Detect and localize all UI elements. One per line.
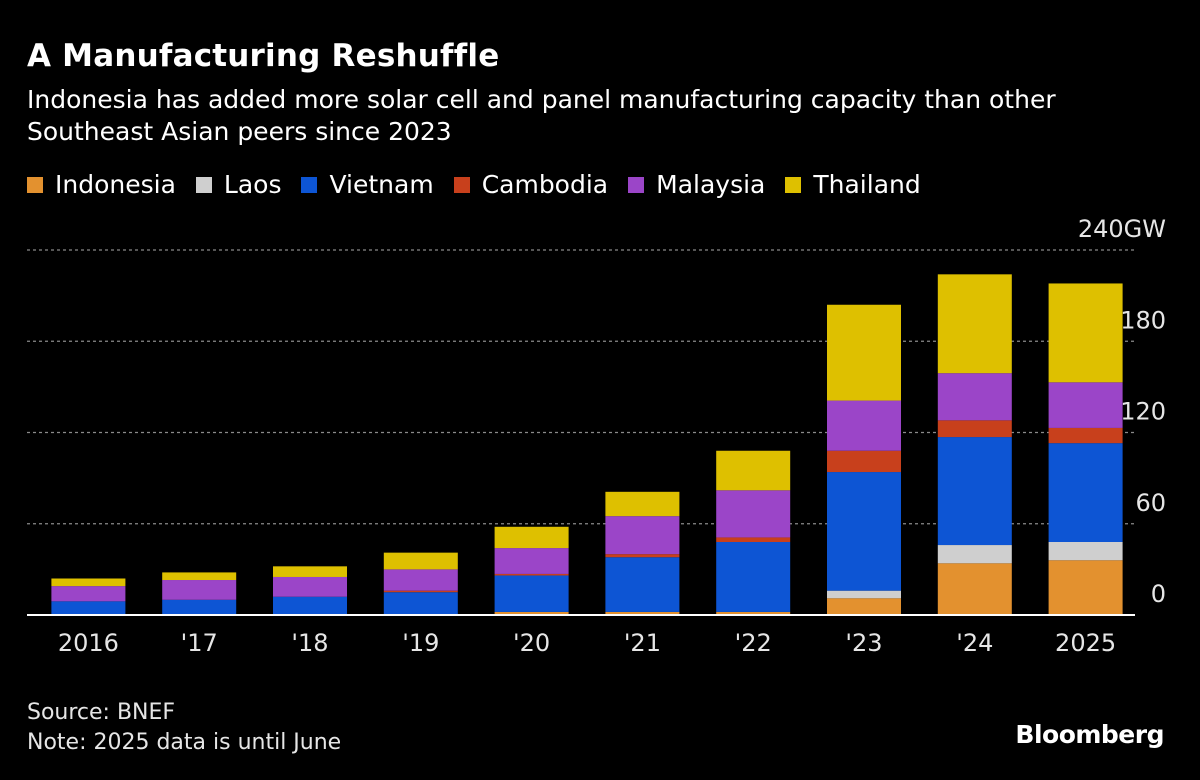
legend-label: Indonesia [55, 170, 176, 199]
legend-item-cambodia: Cambodia [453, 170, 609, 199]
y-tick-label: 180 [1120, 306, 1166, 334]
legend-item-indonesia: Indonesia [27, 170, 176, 199]
legend-item-vietnam: Vietnam [301, 170, 434, 199]
bar-segment-cambodia-9 [1048, 427, 1123, 444]
source-note: Source: BNEF [27, 700, 176, 725]
bar-segment-thailand-0 [51, 578, 126, 587]
x-tick-label: 2025 [1055, 629, 1116, 657]
bar-segment-thailand-4 [494, 526, 569, 549]
bar-segment-malaysia-1 [162, 580, 237, 600]
bar-segment-malaysia-7 [827, 400, 901, 451]
bar-segment-thailand-1 [162, 572, 237, 581]
legend-swatch [27, 176, 43, 193]
y-tick-label: 240GW [1078, 215, 1166, 243]
bar-segment-malaysia-9 [1048, 382, 1123, 428]
bar-segment-vietnam-2 [273, 596, 347, 615]
bar-segment-vietnam-1 [162, 599, 237, 615]
bar-segment-cambodia-8 [937, 420, 1012, 438]
legend-swatch [453, 176, 470, 193]
x-tick-label: '17 [181, 629, 218, 657]
bar-segment-vietnam-3 [383, 592, 458, 615]
bar-segment-cambodia-4 [494, 573, 569, 576]
legend-swatch [785, 176, 802, 193]
bar-segment-malaysia-8 [937, 373, 1012, 421]
x-tick-label: '23 [845, 629, 882, 657]
bar-segment-thailand-3 [383, 552, 458, 570]
bar-segment-indonesia-5 [605, 611, 680, 615]
bar-segment-thailand-8 [937, 274, 1012, 374]
bar-segment-vietnam-9 [1048, 443, 1123, 542]
bar-segment-laos-9 [1048, 542, 1123, 561]
legend-label: Thailand [813, 170, 921, 199]
legend-swatch [628, 176, 645, 193]
bar-segment-malaysia-4 [494, 548, 569, 574]
stacked-bar-chart: 0 60 120 180 240GW 2016 '17 '18 '19 '20 '21 '22 '23 '… [27, 215, 1166, 657]
chart-subtitle: Indonesia has added more solar cell and … [27, 85, 1056, 146]
x-tick-label: '20 [513, 629, 550, 657]
bar-segment-vietnam-0 [51, 601, 126, 615]
bar-segment-thailand-9 [1048, 283, 1123, 383]
bar-segment-laos-8 [937, 545, 1012, 564]
bar-segment-thailand-5 [605, 491, 680, 517]
bar-segment-thailand-6 [716, 450, 791, 491]
bar-segment-malaysia-3 [383, 569, 458, 591]
bar-segment-indonesia-8 [937, 563, 1012, 615]
bar-segment-vietnam-8 [937, 437, 1012, 546]
bar-segment-indonesia-7 [827, 598, 901, 615]
legend-label: Cambodia [481, 170, 609, 199]
legend-item-thailand: Thailand [785, 170, 921, 199]
bar-segment-cambodia-7 [827, 450, 901, 473]
bloomberg-logo: Bloomberg [1015, 720, 1164, 749]
bar-segment-vietnam-7 [827, 472, 901, 591]
legend-item-laos: Laos [195, 170, 282, 199]
legend-label: Vietnam [329, 170, 434, 199]
bar-segment-malaysia-6 [716, 490, 791, 538]
bar-segment-cambodia-5 [605, 554, 680, 558]
legend: Indonesia Laos Vietnam Cambodia Malaysia Thai… [27, 170, 941, 199]
bar-segment-malaysia-5 [605, 516, 680, 555]
legend-label: Malaysia [656, 170, 766, 199]
bar-segment-indonesia-6 [716, 611, 791, 615]
bar-segment-indonesia-9 [1048, 560, 1123, 615]
legend-swatch [195, 176, 212, 193]
x-tick-label: '24 [956, 629, 993, 657]
bar-segment-malaysia-0 [51, 586, 126, 602]
x-tick-label: '19 [402, 629, 439, 657]
y-tick-label: 60 [1135, 489, 1166, 517]
bar-segment-vietnam-4 [494, 575, 569, 612]
x-tick-label: 2016 [58, 629, 119, 657]
bar-segment-vietnam-5 [605, 557, 680, 612]
bar-segment-indonesia-4 [494, 611, 569, 615]
y-tick-label: 0 [1151, 580, 1166, 608]
x-tick-label: '22 [735, 629, 772, 657]
legend-item-malaysia: Malaysia [628, 170, 765, 199]
bar-segment-cambodia-3 [383, 590, 458, 593]
bar-segment-vietnam-6 [716, 542, 791, 612]
data-note: Note: 2025 data is until June [27, 730, 342, 755]
bar-segment-thailand-2 [273, 566, 347, 577]
bar-segment-cambodia-6 [716, 537, 791, 542]
bar-segment-malaysia-2 [273, 576, 347, 597]
x-tick-label: '18 [291, 629, 328, 657]
x-tick-label: '21 [624, 629, 661, 657]
legend-label: Laos [223, 170, 282, 199]
legend-swatch [301, 176, 318, 193]
chart-title: A Manufacturing Reshuffle [27, 38, 500, 74]
y-tick-label: 120 [1120, 398, 1166, 426]
bar-segment-laos-7 [827, 590, 901, 599]
bar-segment-thailand-7 [827, 304, 901, 401]
